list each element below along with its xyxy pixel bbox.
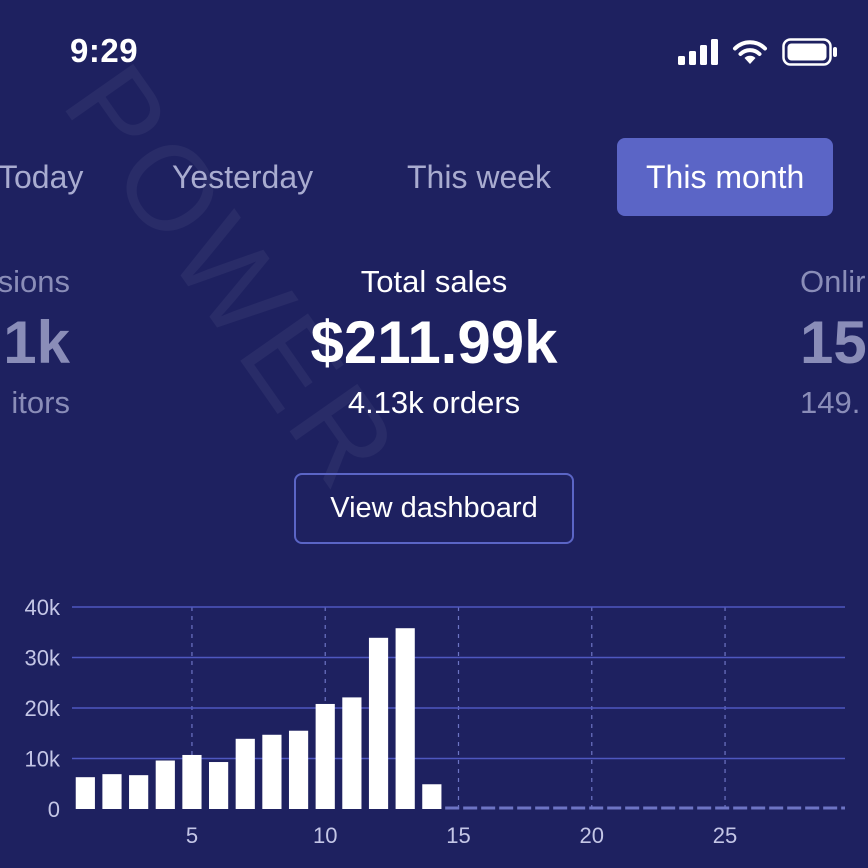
y-tick-label: 20k — [25, 696, 61, 721]
bar-day-11 — [342, 697, 362, 809]
status-icons — [678, 38, 838, 66]
bar-day-14 — [422, 784, 442, 809]
total-sales-label: Total sales — [360, 264, 508, 299]
metric-label: Onlir — [800, 264, 866, 299]
x-tick-label: 5 — [186, 823, 198, 848]
tab-yesterday[interactable]: Yesterday — [172, 159, 314, 195]
x-tick-label: 25 — [713, 823, 737, 848]
x-tick-label: 10 — [313, 823, 337, 848]
metric-sub: 149. — [800, 385, 861, 420]
bar-day-6 — [209, 762, 229, 809]
y-tick-label: 0 — [48, 797, 60, 822]
tab-this-month[interactable]: This month — [617, 138, 834, 216]
bar-day-2 — [102, 774, 122, 809]
metric-sub: itors — [11, 385, 70, 420]
bar-day-1 — [75, 777, 95, 809]
bar-day-7 — [235, 738, 255, 809]
tab-this-week[interactable]: This week — [407, 159, 552, 195]
bar-day-5 — [182, 754, 202, 809]
x-tick-label: 15 — [446, 823, 470, 848]
bar-day-4 — [155, 760, 175, 809]
orders-count: 4.13k orders — [347, 385, 521, 420]
status-bar: 9:29 — [0, 0, 868, 100]
sales-bar-chart: 0 10k 20k 30k 40k 5 10 15 20 25 — [25, 595, 845, 848]
x-tick-label: 20 — [580, 823, 604, 848]
metric-online-partial[interactable]: Onlir 15 149. — [800, 264, 868, 421]
bar-day-3 — [129, 775, 149, 809]
bar-day-13 — [395, 628, 415, 809]
metric-label: sions — [0, 264, 70, 299]
y-tick-label: 30k — [25, 646, 61, 671]
y-tick-label: 10k — [25, 747, 61, 772]
bar-day-9 — [288, 730, 309, 809]
bar-day-10 — [315, 703, 335, 809]
total-sales-value: $211.99k — [310, 309, 558, 376]
date-range-tabs: Today Yesterday This week This month — [0, 138, 868, 218]
metric-sessions-partial[interactable]: sions 1k itors — [0, 264, 70, 421]
wifi-icon — [733, 40, 767, 64]
status-time: 9:29 — [70, 32, 139, 69]
y-tick-label: 40k — [25, 595, 61, 620]
cellular-signal-icon — [678, 39, 718, 65]
bar-day-8 — [262, 734, 282, 809]
bar-day-12 — [368, 637, 389, 809]
metric-value: 15 — [800, 309, 867, 376]
metric-total-sales: Total sales $211.99k 4.13k orders — [234, 264, 634, 421]
battery-icon — [782, 38, 837, 66]
metric-value: 1k — [3, 309, 70, 376]
view-dashboard-button[interactable]: View dashboard — [294, 473, 574, 544]
tab-today[interactable]: Today — [0, 159, 84, 195]
